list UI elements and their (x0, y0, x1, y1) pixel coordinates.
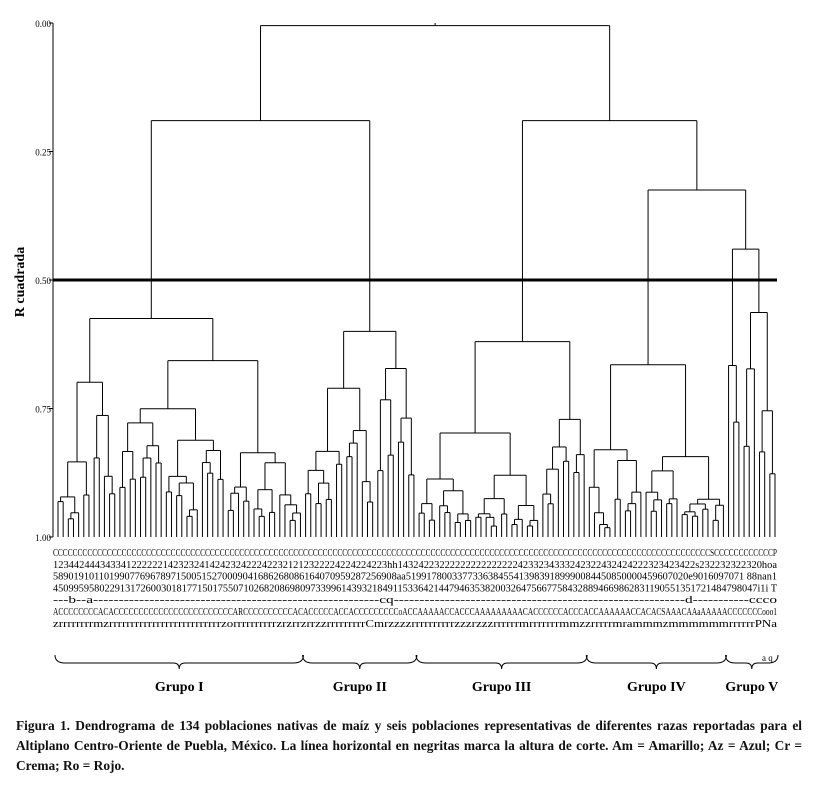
group-label: Grupo III (472, 680, 532, 695)
group-label: Grupo II (333, 680, 387, 695)
leaf-label-row: 1234424443433412222221423232414242324222… (53, 560, 778, 571)
leaf-label-row: CCCCCCCCCCCCCCCCCCCCCCCCCCCCCCCCCCCCCCCC… (53, 548, 777, 559)
y-tick-label: 0.75 (35, 405, 51, 415)
leaf-label-extra: a q (762, 653, 773, 663)
dendrogram-tree (57, 23, 776, 537)
group-brace (725, 654, 779, 670)
caption-label: Figura 1. (16, 718, 71, 733)
group-brace (54, 654, 304, 670)
group-brace (585, 654, 727, 670)
group-braces: Grupo I Grupo II Grupo III Grupo IV Grupo V (54, 654, 779, 695)
y-tick-label: 0.50 (35, 276, 51, 286)
leaf-label-row: 5890191011019907769678971500515270009041… (53, 572, 777, 583)
group-brace (415, 654, 588, 670)
group-label: Grupo IV (627, 680, 686, 695)
y-tick-label: 0.25 (35, 148, 51, 158)
group-label: Grupo I (155, 680, 204, 695)
leaf-label-row: ACCCCCCCCACACCCCCCCCCCCCCCCCCCCCCCCCARCC… (53, 607, 777, 618)
leaf-label-row: 4509959580229131726003018177150175507102… (53, 583, 777, 594)
group-brace (302, 654, 418, 670)
leaf-label-row: zrrrrrrrrmzrrrrrrrrrrrrrrrrrrrrrrrrrrzor… (53, 619, 778, 630)
group-label: Grupo V (725, 680, 778, 695)
dendrogram-figure: 0.00 0.25 0.50 0.75 1.00 CCCCCCCCCCCCCCCCCCC… (13, 19, 779, 695)
y-tick-label: 0.00 (35, 19, 51, 29)
y-axis: 0.00 0.25 0.50 0.75 1.00 (35, 19, 54, 543)
caption-text: Dendrograma de 134 poblaciones nativas d… (16, 718, 802, 773)
leaf-label-row: ---b--a---------------------------------… (53, 595, 777, 606)
y-axis-label: R cuadrada (13, 247, 28, 317)
figure-caption: Figura 1. Dendrograma de 134 poblaciones… (16, 716, 802, 776)
y-tick-label: 1.00 (35, 533, 51, 543)
leaf-labels: CCCCCCCCCCCCCCCCCCCCCCCCCCCCCCCCCCCCCCCC… (53, 548, 778, 663)
